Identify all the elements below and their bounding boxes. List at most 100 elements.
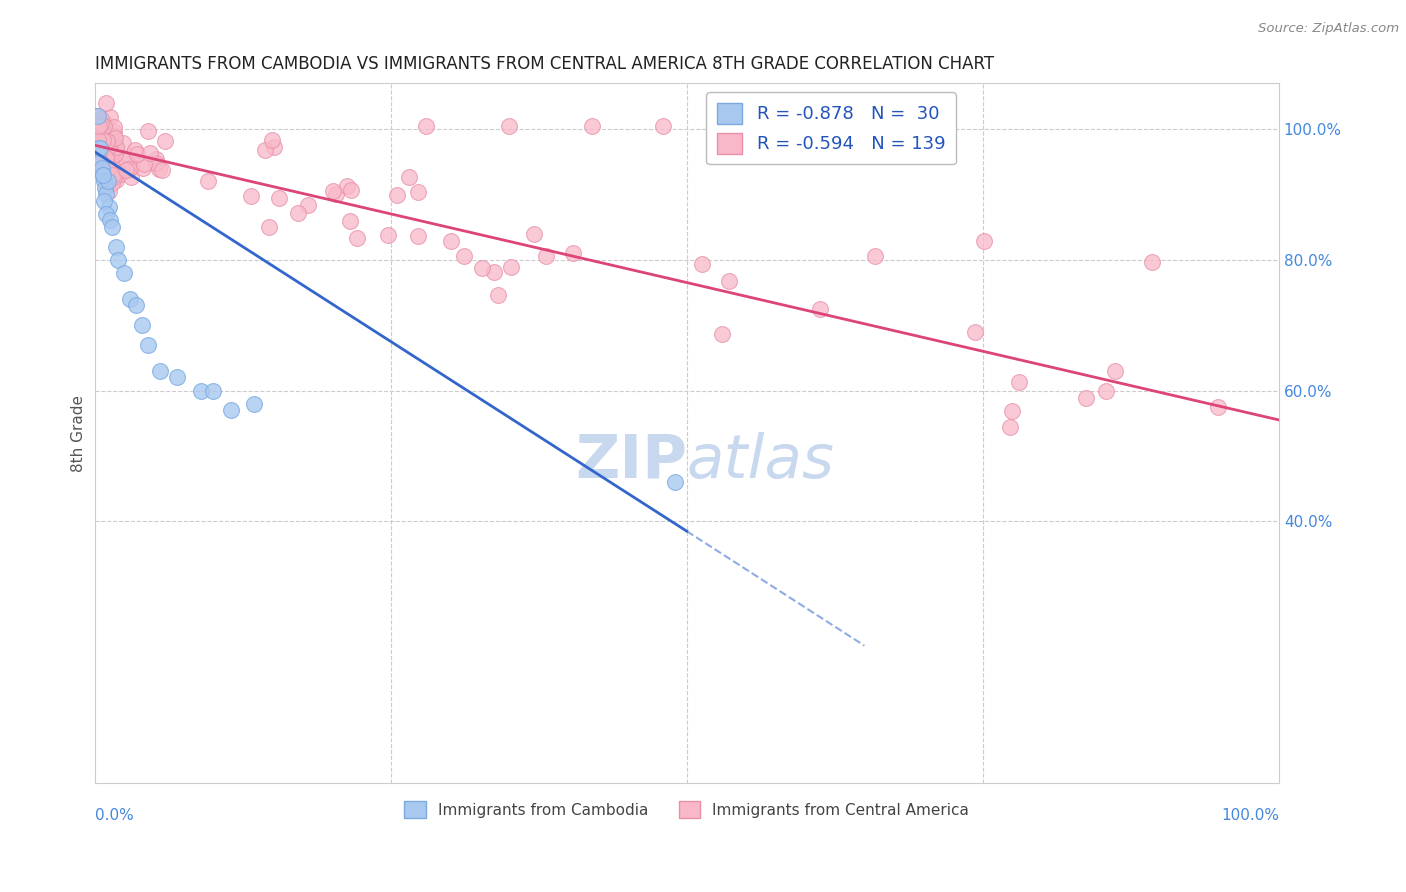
Text: ZIP: ZIP bbox=[575, 432, 686, 491]
Point bbox=[86, 159, 108, 173]
Text: IMMIGRANTS FROM CAMBODIA VS IMMIGRANTS FROM CENTRAL AMERICA 8TH GRADE CORRELATIO: IMMIGRANTS FROM CAMBODIA VS IMMIGRANTS F… bbox=[94, 55, 994, 73]
Point bbox=[97, 163, 120, 178]
Point bbox=[1001, 404, 1024, 418]
Point bbox=[1074, 391, 1097, 405]
Point bbox=[91, 136, 114, 150]
Point bbox=[89, 128, 111, 143]
Point bbox=[523, 227, 546, 241]
Point bbox=[87, 119, 110, 133]
Point bbox=[340, 183, 363, 197]
Point bbox=[534, 248, 557, 262]
Text: Source: ZipAtlas.com: Source: ZipAtlas.com bbox=[1258, 22, 1399, 36]
Point bbox=[253, 144, 276, 158]
Point bbox=[103, 125, 125, 139]
Point bbox=[120, 170, 142, 185]
Point bbox=[105, 140, 128, 154]
Point bbox=[973, 234, 995, 248]
Point bbox=[112, 136, 135, 151]
Point bbox=[652, 119, 675, 133]
Point bbox=[94, 95, 117, 110]
Point bbox=[336, 178, 359, 193]
Point bbox=[415, 119, 437, 133]
Point bbox=[1094, 384, 1116, 398]
Legend: Immigrants from Cambodia, Immigrants from Central America: Immigrants from Cambodia, Immigrants fro… bbox=[398, 795, 976, 824]
Point bbox=[86, 119, 108, 133]
Point bbox=[98, 110, 121, 124]
Point bbox=[100, 169, 122, 184]
Point bbox=[243, 396, 266, 410]
Point bbox=[110, 167, 132, 181]
Point bbox=[87, 133, 110, 147]
Point bbox=[97, 200, 120, 214]
Point bbox=[453, 248, 475, 262]
Point bbox=[219, 403, 242, 417]
Point bbox=[136, 337, 159, 351]
Point bbox=[150, 163, 173, 178]
Point bbox=[124, 144, 146, 158]
Point bbox=[93, 125, 115, 139]
Point bbox=[93, 194, 115, 208]
Point bbox=[297, 198, 319, 212]
Point bbox=[717, 274, 740, 288]
Point bbox=[269, 191, 291, 205]
Point bbox=[197, 174, 219, 188]
Point bbox=[91, 151, 114, 165]
Point bbox=[101, 169, 124, 183]
Point bbox=[263, 140, 285, 154]
Point bbox=[690, 257, 713, 271]
Point bbox=[562, 245, 585, 260]
Point bbox=[96, 207, 118, 221]
Point bbox=[118, 162, 141, 177]
Point bbox=[87, 149, 110, 163]
Point bbox=[201, 384, 224, 398]
Point bbox=[818, 119, 841, 133]
Point bbox=[287, 206, 309, 220]
Point bbox=[385, 187, 408, 202]
Point bbox=[91, 160, 114, 174]
Point bbox=[149, 364, 172, 378]
Point bbox=[1104, 364, 1126, 378]
Point bbox=[581, 119, 603, 133]
Point bbox=[120, 292, 142, 306]
Point bbox=[91, 168, 114, 182]
Point bbox=[136, 124, 159, 138]
Point bbox=[86, 142, 108, 156]
Point bbox=[963, 325, 986, 339]
Point bbox=[322, 184, 344, 198]
Point bbox=[440, 235, 463, 249]
Point bbox=[96, 152, 118, 166]
Point bbox=[125, 147, 148, 161]
Point bbox=[86, 150, 108, 164]
Point bbox=[87, 141, 110, 155]
Point bbox=[863, 249, 886, 263]
Point bbox=[112, 266, 135, 280]
Point bbox=[96, 187, 118, 202]
Point bbox=[398, 169, 420, 184]
Point bbox=[86, 146, 108, 161]
Point bbox=[125, 298, 148, 312]
Point bbox=[486, 288, 509, 302]
Point bbox=[98, 213, 121, 227]
Point bbox=[664, 475, 686, 489]
Point bbox=[94, 180, 117, 194]
Point bbox=[97, 184, 120, 198]
Point bbox=[104, 131, 127, 145]
Point bbox=[148, 162, 170, 177]
Point bbox=[103, 120, 125, 134]
Point bbox=[239, 189, 262, 203]
Point bbox=[131, 318, 153, 332]
Point bbox=[107, 252, 129, 267]
Point bbox=[107, 159, 129, 173]
Point bbox=[339, 213, 361, 227]
Point bbox=[153, 134, 176, 148]
Point bbox=[90, 161, 112, 175]
Y-axis label: 8th Grade: 8th Grade bbox=[72, 394, 86, 472]
Point bbox=[114, 153, 136, 167]
Point bbox=[499, 260, 522, 274]
Point bbox=[86, 126, 108, 140]
Point bbox=[145, 152, 167, 166]
Point bbox=[346, 230, 368, 244]
Point bbox=[90, 112, 112, 127]
Point bbox=[96, 134, 118, 148]
Point bbox=[101, 219, 124, 234]
